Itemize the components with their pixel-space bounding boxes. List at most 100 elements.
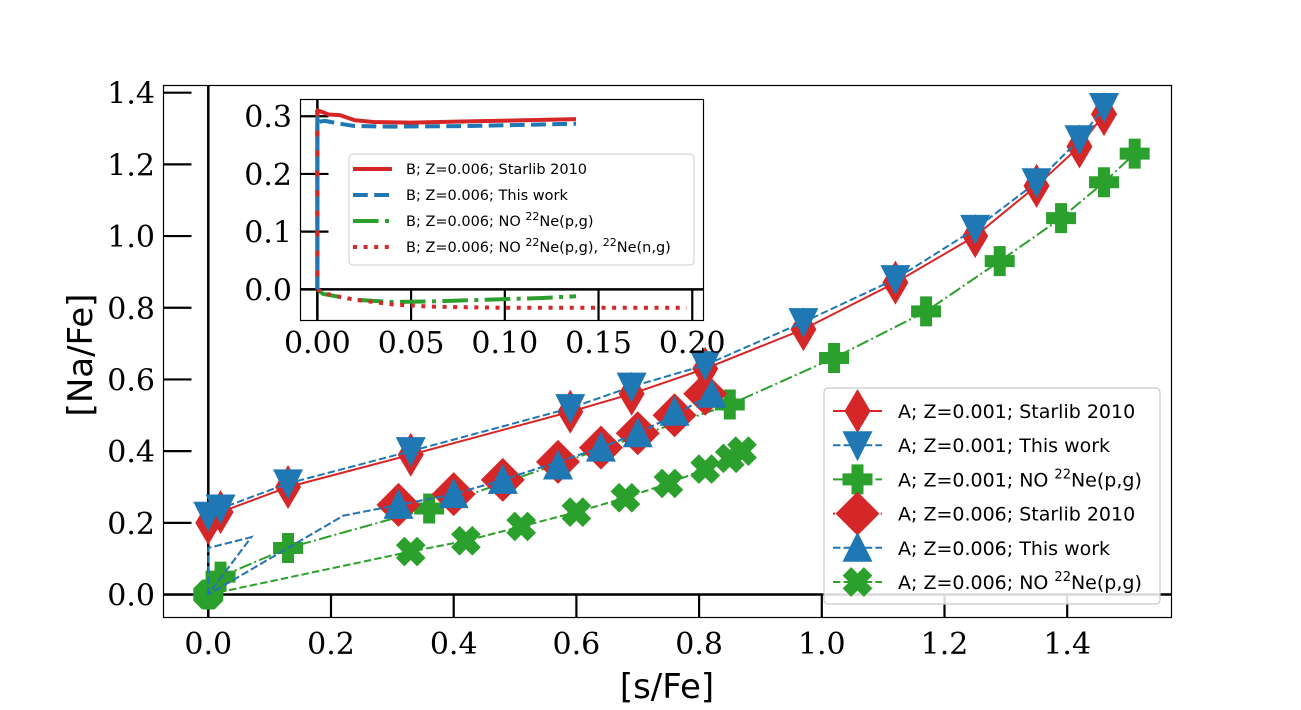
x-tick-label: 0.8 (675, 627, 723, 662)
triangle-down-marker (555, 394, 586, 425)
x-marker-shape (842, 567, 873, 597)
inset-series (315, 108, 687, 310)
inset-y-tick-label: 0.2 (244, 158, 292, 193)
triangle-down-marker (842, 431, 873, 462)
inset-legend-label-text: B; Z=0.006; NO (406, 214, 525, 230)
triangle-up-marker (585, 431, 616, 462)
x-marker (395, 536, 426, 567)
legend-label-suffix: Ne(p,g) (1071, 572, 1142, 594)
main-legend-entry: A; Z=0.006; NO 22Ne(p,g) (833, 567, 1142, 597)
triangle-up-marker (542, 449, 573, 480)
legend-label-text: A; Z=0.006; NO (898, 572, 1054, 594)
inset-legend-entry: B; Z=0.006; This work (353, 188, 568, 204)
legend-label-text: A; Z=0.001; Starlib 2010 (898, 401, 1135, 423)
y-tick-label: 1.0 (107, 220, 155, 255)
x-marker (610, 482, 641, 513)
x-tick-label: 0.2 (307, 627, 355, 662)
diamond-marker (835, 491, 880, 536)
main-legend-box (823, 387, 1161, 605)
legend-label: A; Z=0.006; This work (898, 538, 1110, 560)
inset-legend-label-text: B; Z=0.006; This work (406, 188, 568, 204)
legend-label: A; Z=0.001; NO 22Ne(p,g) (898, 467, 1142, 491)
main-legend-entry: A; Z=0.001; Starlib 2010 (833, 389, 1135, 433)
triangle-down-marker (395, 437, 426, 468)
main-legend: A; Z=0.001; Starlib 2010 A; Z=0.001; This… (823, 387, 1161, 605)
inset-x-tick-label: 0.20 (659, 326, 726, 361)
inset-legend-suffix: Ne(p,g), (539, 240, 602, 256)
legend-label: A; Z=0.006; Starlib 2010 (898, 504, 1135, 526)
inset-legend-superscript: 22 (525, 236, 539, 249)
main-legend-entry: A; Z=0.001; This work (833, 431, 1110, 462)
y-tick-label: 1.2 (107, 148, 155, 183)
inset-legend-label: B; Z=0.006; This work (406, 188, 568, 204)
x-axis-label: [s/Fe] (620, 667, 714, 707)
triangle-down-marker (690, 351, 721, 382)
series-a-z-0-006-this-work (207, 377, 727, 596)
triangle-down-marker (1021, 168, 1052, 199)
plus-marker (984, 246, 1015, 277)
x-marker-shape (506, 511, 537, 542)
plus-marker (714, 389, 745, 420)
plus-marker (414, 493, 445, 524)
main-legend-entry: A; Z=0.001; NO 22Ne(p,g) (833, 464, 1142, 495)
x-tick-label: 1.0 (798, 627, 846, 662)
legend-label-superscript: 22 (1054, 467, 1071, 482)
inset-y-tick-label: 0.1 (244, 216, 292, 251)
legend-label-text: A; Z=0.001; This work (898, 435, 1110, 457)
inset-series-line (315, 118, 577, 290)
triangle-down-marker (880, 265, 911, 296)
inset-ticks: 0.00 0.05 0.10 0.15 0.20 0.0 0.1 0.2 0.3 (244, 100, 725, 361)
triangle-down-marker (205, 494, 236, 525)
x-marker (561, 497, 592, 527)
x-marker (506, 511, 537, 542)
triangle-down-marker (960, 214, 991, 245)
legend-label: A; Z=0.001; Starlib 2010 (898, 401, 1135, 423)
y-tick-label: 0.4 (107, 435, 155, 470)
inset-y-tick-label: 0.0 (244, 273, 292, 308)
inset-axes: 0.00 0.05 0.10 0.15 0.20 0.0 0.1 0.2 0.3 B; Z=0.… (244, 98, 726, 361)
inset-series-line (315, 108, 577, 290)
inset-x-tick-label: 0.00 (284, 326, 351, 361)
triangle-down-marker (1089, 93, 1120, 124)
inset-legend-superscript: 22 (525, 210, 539, 223)
inset-y-tick-label: 0.3 (244, 100, 292, 135)
x-marker (653, 468, 684, 499)
triangle-up-marker (842, 531, 873, 562)
x-marker (727, 436, 757, 467)
triangle-down-marker (1064, 125, 1095, 156)
plus-marker (1089, 167, 1120, 198)
triangle-up-marker (487, 463, 518, 494)
main-ticks: 0.0 0.2 0.4 0.6 0.8 1.0 1.2 1.4 0.0 0.2 0.4 0.6 0.8 1… (107, 77, 1091, 662)
x-marker (690, 454, 721, 484)
inset-legend-box (348, 153, 695, 266)
x-marker-shape (610, 482, 641, 513)
inset-legend-superscript-2: 22 (603, 236, 617, 249)
triangle-up-marker (438, 478, 469, 509)
triangle-down-marker (273, 469, 304, 500)
x-tick-label: 0.0 (184, 627, 232, 662)
plus-marker (842, 464, 873, 495)
inset-legend-suffix-2: Ne(n,g) (617, 240, 671, 256)
plus-marker (1046, 203, 1077, 234)
y-axis-label: [Na/Fe] (61, 294, 101, 417)
triangle-up-marker (622, 417, 653, 448)
inset-legend-label: B; Z=0.006; NO 22Ne(p,g) (406, 210, 594, 230)
x-marker-shape (561, 497, 592, 527)
inset-legend-entry: B; Z=0.006; Starlib 2010 (353, 162, 587, 178)
inset-legend: B; Z=0.006; Starlib 2010 B; Z=0.006; This… (348, 153, 695, 266)
inset-legend-entry: B; Z=0.006; NO 22Ne(p,g), 22Ne(n,g) (353, 236, 671, 256)
y-tick-label: 0.0 (107, 579, 155, 614)
inset-legend-suffix: Ne(p,g) (539, 214, 593, 230)
x-tick-label: 1.4 (1043, 627, 1091, 662)
x-marker-shape (727, 436, 757, 467)
x-marker (451, 525, 481, 556)
legend-label: A; Z=0.001; This work (898, 435, 1110, 457)
y-tick-label: 1.4 (107, 77, 155, 112)
main-legend-entry: A; Z=0.006; This work (833, 531, 1110, 562)
triangle-up-marker (383, 488, 414, 519)
x-tick-label: 0.4 (430, 627, 478, 662)
series-a-z-0-006-no-22ne-p-g- (193, 436, 757, 610)
x-marker-shape (653, 468, 684, 499)
inset-legend-label: B; Z=0.006; Starlib 2010 (406, 162, 587, 178)
